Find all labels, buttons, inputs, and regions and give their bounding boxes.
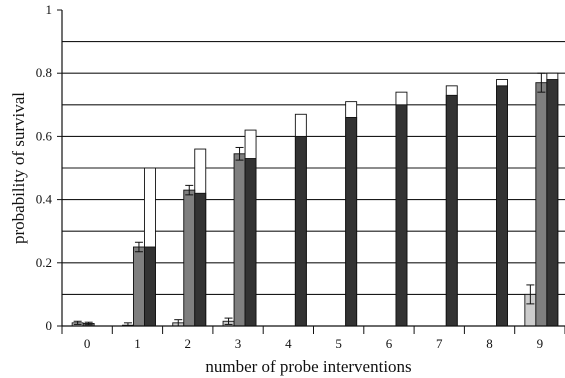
bar xyxy=(233,153,246,327)
bar xyxy=(132,246,145,327)
x-tick-label: 9 xyxy=(537,336,544,351)
y-tick-label: 0.6 xyxy=(36,128,53,143)
bar xyxy=(445,94,458,327)
x-tick-label: 0 xyxy=(84,336,91,351)
y-axis-title: probability of survival xyxy=(9,92,28,244)
x-tick-label: 7 xyxy=(436,336,443,351)
y-tick-label: 1 xyxy=(46,2,53,17)
bar xyxy=(496,85,508,327)
x-tick-label: 3 xyxy=(235,336,242,351)
x-tick-label: 6 xyxy=(386,336,393,351)
x-tick-label: 2 xyxy=(185,336,192,351)
bar xyxy=(194,192,207,327)
y-tick-label: 0.8 xyxy=(36,65,52,80)
bar xyxy=(294,135,307,327)
bars xyxy=(71,72,559,327)
bar xyxy=(183,189,196,327)
tick-labels: 0 0.2 0.4 0.6 0.8 1 0 1 2 3 4 5 6 7 8 9 xyxy=(36,2,543,351)
y-tick-label: 0.2 xyxy=(36,255,52,270)
y-tick-label: 0 xyxy=(46,318,53,333)
y-tick-label: 0.4 xyxy=(36,192,53,207)
bar xyxy=(395,104,408,327)
x-tick-label: 8 xyxy=(486,336,493,351)
bar xyxy=(535,82,548,327)
x-tick-label: 4 xyxy=(285,336,292,351)
axes xyxy=(57,9,565,334)
x-axis-title: number of probe interventions xyxy=(205,357,411,376)
error-bars xyxy=(73,72,546,327)
bar xyxy=(546,79,559,327)
x-tick-label: 5 xyxy=(335,336,342,351)
bar xyxy=(345,116,358,327)
bar xyxy=(244,158,257,327)
bar xyxy=(143,246,156,327)
x-tick-label: 1 xyxy=(134,336,141,351)
